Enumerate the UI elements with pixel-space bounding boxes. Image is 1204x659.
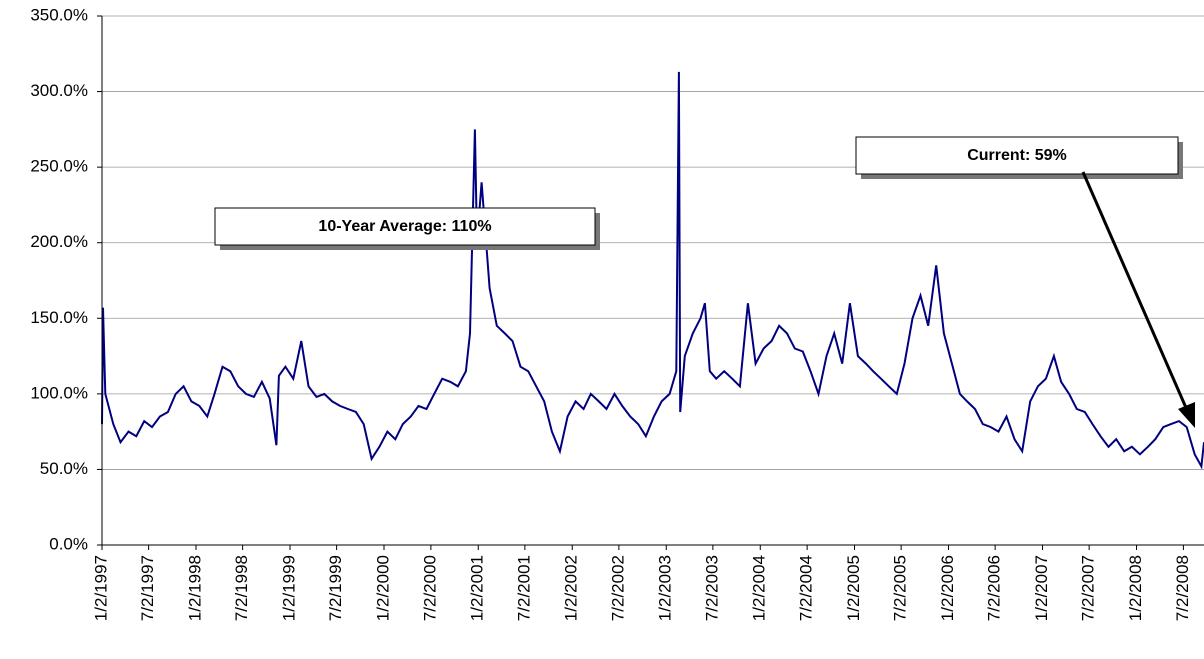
x-tick-label: 7/2/2007: [1079, 555, 1098, 621]
annotation-average: 10-Year Average: 110%: [214, 207, 600, 250]
annotation-box: [855, 136, 1179, 175]
x-tick-label: 7/2/1999: [326, 555, 345, 621]
x-tick-label: 7/2/2006: [985, 555, 1004, 621]
x-tick-label: 1/2/2006: [938, 555, 957, 621]
x-tick-label: 1/2/2004: [750, 555, 769, 621]
x-tick-label: 1/2/2000: [373, 555, 392, 621]
x-tick-label: 7/2/2002: [608, 555, 627, 621]
x-tick-label: 7/2/2000: [420, 555, 439, 621]
x-tick-label: 1/2/2001: [468, 555, 487, 621]
y-tick-label: 250.0%: [30, 157, 88, 176]
annotation-arrow: [1081, 171, 1189, 411]
x-tick-label: 7/2/1997: [138, 555, 157, 621]
y-tick-label: 300.0%: [30, 81, 88, 100]
y-tick-label: 150.0%: [30, 308, 88, 327]
arrow-head: [1178, 402, 1195, 428]
annotation-text: Current: 59%: [967, 147, 1067, 164]
annotation-text: 10-Year Average: 110%: [318, 218, 491, 235]
x-tick-label: 1/2/1999: [279, 555, 298, 621]
x-tick-label: 7/2/2004: [797, 555, 816, 621]
x-tick-label: 7/2/2001: [514, 555, 533, 621]
x-tick-label: 7/2/2003: [702, 555, 721, 621]
x-tick-label: 1/2/1997: [91, 555, 110, 621]
y-tick-label: 100.0%: [30, 383, 88, 402]
y-tick-label: 200.0%: [30, 232, 88, 251]
x-tick-label: 1/2/2005: [844, 555, 863, 621]
y-tick-label: 50.0%: [40, 459, 88, 478]
data-line: [101, 71, 1204, 470]
x-tick-label: 7/2/1998: [232, 555, 251, 621]
x-tick-label: 1/2/1998: [185, 555, 204, 621]
y-tick-label: 350.0%: [30, 5, 88, 24]
plot: [101, 71, 1204, 470]
annotation-box: [214, 207, 596, 246]
x-tick-label: 1/2/2008: [1126, 555, 1145, 621]
annotation-current: Current: 59%: [855, 136, 1195, 428]
x-tick-label: 7/2/2008: [1173, 555, 1192, 621]
y-tick-label: 0.0%: [49, 534, 88, 553]
x-tick-label: 1/2/2003: [656, 555, 675, 621]
x-tick-label: 1/2/2002: [562, 555, 581, 621]
x-tick-label: 1/2/2007: [1032, 555, 1051, 621]
x-tick-label: 7/2/2005: [891, 555, 910, 621]
grid: [97, 15, 1204, 550]
